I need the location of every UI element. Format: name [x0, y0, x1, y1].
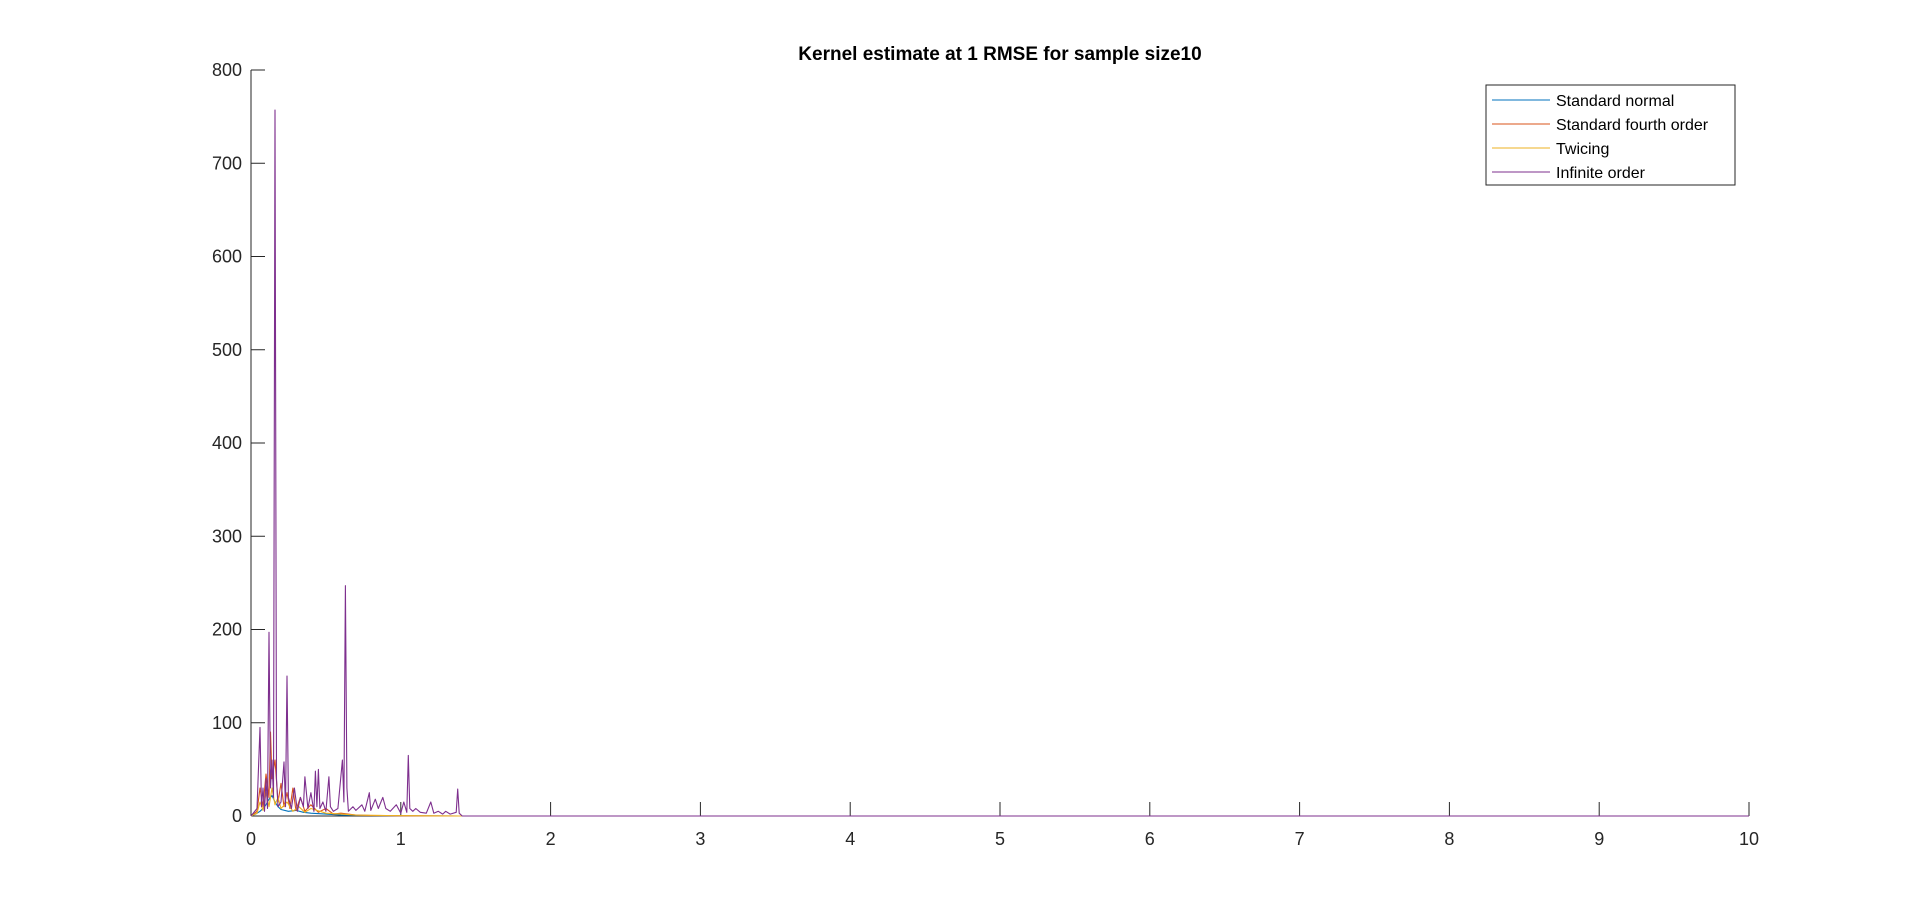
legend-label: Infinite order [1556, 165, 1646, 182]
y-tick-label: 400 [212, 433, 242, 453]
x-tick-label: 4 [845, 829, 855, 849]
y-tick-label: 100 [212, 713, 242, 733]
legend: Standard normal Standard fourth order Twic… [1485, 84, 1736, 186]
x-tick-label: 6 [1145, 829, 1155, 849]
x-tick-label: 3 [695, 829, 705, 849]
chart-title: Kernel estimate at 1 RMSE for sample siz… [798, 44, 1201, 65]
x-tick-label: 5 [995, 829, 1005, 849]
x-tick-label: 7 [1295, 829, 1305, 849]
legend-label: Twicing [1556, 141, 1609, 158]
legend-label: Standard fourth order [1556, 117, 1709, 134]
legend-label: Standard normal [1556, 93, 1674, 110]
x-tick-label: 9 [1594, 829, 1604, 849]
x-tick-label: 8 [1444, 829, 1454, 849]
series-line-infinite-order [250, 109, 1749, 817]
y-tick-label: 0 [232, 806, 242, 826]
x-tick-label: 1 [396, 829, 406, 849]
y-tick-label: 600 [212, 247, 242, 267]
x-tick-label: 2 [546, 829, 556, 849]
series-layer [250, 109, 1749, 817]
x-tick-label: 0 [246, 829, 256, 849]
x-tick-label: 10 [1739, 829, 1759, 849]
y-tick-label: 300 [212, 526, 242, 546]
y-tick-label: 200 [212, 620, 242, 640]
y-tick-label: 700 [212, 153, 242, 173]
legend-box [1485, 84, 1736, 186]
y-tick-label: 500 [212, 340, 242, 360]
y-tick-label: 800 [212, 60, 242, 80]
